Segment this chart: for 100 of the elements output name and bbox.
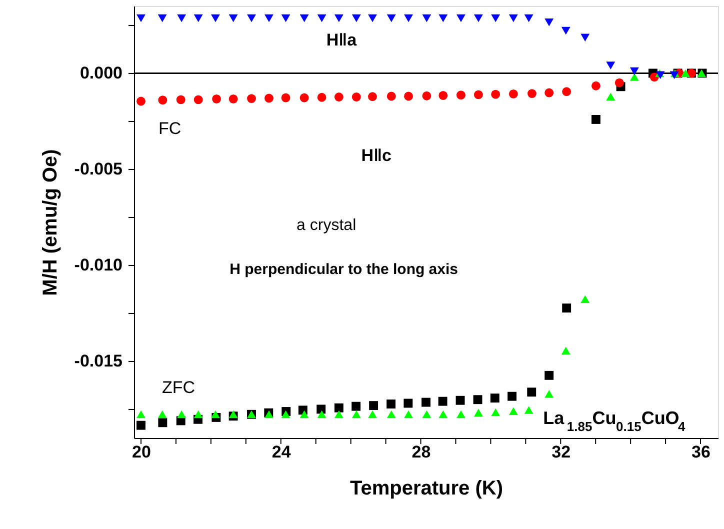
- point: [422, 410, 432, 418]
- point: [404, 410, 413, 418]
- point: [352, 402, 361, 411]
- point: [591, 115, 600, 124]
- point: [211, 410, 220, 418]
- point: [247, 14, 256, 22]
- x-tick-label: 36: [692, 442, 710, 462]
- annotation: a crystal: [296, 216, 356, 234]
- point: [158, 96, 168, 105]
- point: [491, 408, 500, 416]
- point: [368, 410, 377, 418]
- annotation: ZFC: [162, 378, 196, 398]
- point: [386, 92, 396, 101]
- point: [438, 410, 448, 418]
- point: [630, 67, 639, 76]
- point: [456, 90, 466, 100]
- y-tick-label: 0.000: [80, 64, 122, 83]
- point: [136, 410, 146, 418]
- point: [352, 410, 361, 418]
- point: [158, 418, 168, 428]
- point: [317, 410, 326, 418]
- x-axis-title: Temperature (K): [350, 478, 503, 500]
- point: [473, 395, 482, 404]
- point: [606, 92, 616, 100]
- x-tick-label: 20: [132, 442, 151, 462]
- point: [491, 14, 500, 22]
- point: [524, 406, 534, 414]
- point: [474, 14, 483, 22]
- point: [544, 390, 554, 398]
- point: [194, 95, 203, 104]
- point: [474, 90, 483, 100]
- x-tick-label: 28: [412, 442, 431, 462]
- point: [136, 420, 146, 430]
- point: [591, 81, 600, 90]
- annotation: FC: [158, 118, 182, 138]
- point: [561, 346, 570, 355]
- point: [300, 410, 309, 418]
- point: [386, 410, 396, 418]
- point: [247, 94, 256, 104]
- point: [369, 401, 378, 410]
- point: [264, 94, 274, 103]
- point: [316, 404, 326, 414]
- point: [228, 94, 238, 104]
- point: [456, 396, 465, 405]
- point: [300, 14, 309, 22]
- point: [212, 94, 221, 104]
- x-tick-label: 24: [272, 442, 292, 462]
- point: [281, 93, 290, 102]
- point: [456, 14, 466, 22]
- point: [317, 92, 326, 102]
- point: [194, 14, 203, 22]
- point: [368, 14, 377, 22]
- point: [474, 408, 483, 417]
- y-tick-label: -0.010: [74, 256, 122, 275]
- point: [630, 73, 639, 81]
- point: [176, 95, 186, 104]
- point: [136, 96, 146, 106]
- point: [422, 91, 432, 100]
- point: [386, 14, 396, 22]
- point: [334, 403, 344, 412]
- point: [404, 92, 413, 101]
- point: [211, 14, 220, 22]
- point: [524, 14, 534, 22]
- point: [281, 14, 290, 22]
- y-tick-label: -0.005: [74, 160, 122, 179]
- point: [317, 14, 326, 22]
- point: [158, 410, 167, 418]
- point: [422, 14, 432, 22]
- annotation: H‖c: [361, 146, 392, 165]
- point: [491, 90, 500, 99]
- annotation: H perpendicular to the long axis: [230, 261, 458, 278]
- point: [606, 62, 616, 70]
- annotation: H‖a: [326, 30, 358, 50]
- point: [386, 400, 396, 408]
- point: [158, 14, 167, 22]
- point: [281, 410, 290, 418]
- point: [580, 295, 590, 304]
- point: [527, 89, 536, 98]
- point: [438, 91, 448, 100]
- point: [544, 370, 554, 380]
- point: [422, 398, 430, 407]
- point: [527, 388, 536, 397]
- point: [561, 26, 570, 35]
- point: [404, 398, 413, 408]
- point: [334, 410, 344, 418]
- point: [177, 14, 186, 22]
- point: [490, 394, 500, 403]
- point: [614, 78, 624, 88]
- point: [136, 14, 146, 22]
- point: [508, 89, 518, 98]
- point: [264, 14, 274, 22]
- point: [368, 92, 377, 102]
- y-tick-label: -0.015: [74, 352, 122, 371]
- point: [544, 88, 554, 98]
- point: [352, 92, 361, 102]
- point: [508, 407, 518, 415]
- point: [508, 392, 516, 401]
- point: [334, 14, 344, 22]
- y-axis-title: M/H (emu/g Oe): [39, 149, 62, 296]
- point: [580, 34, 590, 42]
